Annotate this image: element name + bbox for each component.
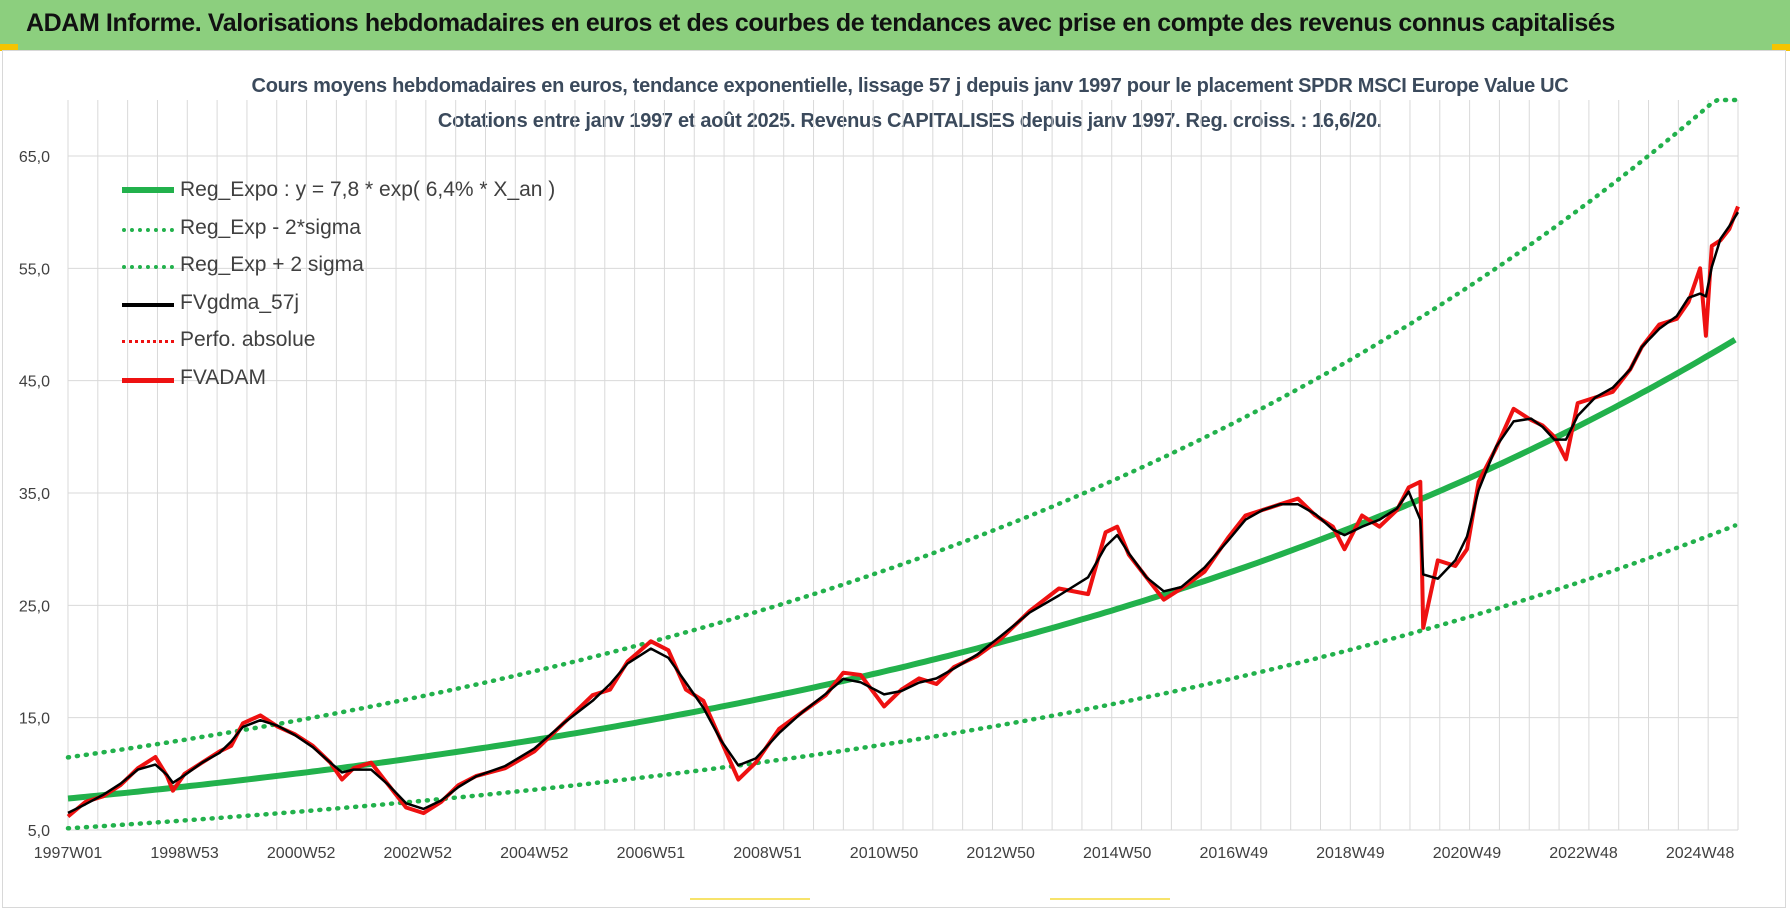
accent-line [1050, 898, 1170, 900]
x-tick-label: 2016W49 [1200, 845, 1269, 862]
report-banner: ADAM Informe. Valorisations hebdomadaire… [0, 0, 1790, 51]
x-tick-label: 2010W50 [850, 845, 919, 862]
x-tick-label: 2002W52 [383, 845, 452, 862]
y-tick-label: 5,0 [28, 823, 50, 840]
series-line-fvgdma [67, 211, 1740, 815]
x-tick-label: 2018W49 [1316, 845, 1385, 862]
legend-label: Reg_Exp - 2*sigma [180, 215, 361, 239]
y-tick-label: 45,0 [19, 374, 50, 391]
y-tick-label: 35,0 [19, 486, 50, 503]
x-tick-label: 2004W52 [500, 845, 569, 862]
legend-label: Reg_Expo : y = 7,8 * exp( 6,4% * X_an ) [180, 178, 556, 201]
x-tick-label: 2008W51 [733, 845, 802, 862]
corner-marker [1772, 44, 1790, 51]
y-tick-label: 25,0 [19, 598, 50, 615]
y-tick-label: 15,0 [19, 711, 50, 728]
x-tick-label: 1997W01 [34, 845, 103, 862]
x-tick-label: 2020W49 [1433, 845, 1502, 862]
series-line-reg-exp-minus [65, 523, 1738, 831]
x-tick-label: 2022W48 [1549, 845, 1618, 862]
x-tick-label: 2014W50 [1083, 845, 1152, 862]
chart-title: Cours moyens hebdomadaires en euros, ten… [251, 75, 1569, 97]
chart-frame [2, 50, 1786, 908]
x-tick-label: 1998W53 [150, 845, 219, 862]
y-tick-label: 65,0 [19, 149, 50, 166]
x-tick-label: 2000W52 [267, 845, 336, 862]
legend-swatch [122, 265, 174, 269]
series-line-reg-exp-plus [65, 97, 1738, 760]
legend-label: Reg_Exp + 2 sigma [180, 253, 364, 276]
x-tick-label: 2012W50 [966, 845, 1035, 862]
report-title: ADAM Informe. Valorisations hebdomadaire… [26, 9, 1615, 37]
legend-label: Perfo. absolue [180, 328, 316, 351]
accent-line [690, 898, 810, 900]
x-tick-label: 2006W51 [617, 845, 686, 862]
series-line-reg-expo [67, 337, 1737, 802]
legend-label: FVgdma_57j [180, 290, 300, 314]
y-tick-label: 55,0 [19, 261, 50, 278]
legend-swatch [122, 377, 174, 383]
legend-swatch [122, 302, 174, 307]
legend-swatch [122, 340, 174, 343]
legend-label: FVADAM [180, 365, 266, 389]
x-tick-label: 2024W48 [1666, 845, 1735, 862]
chart-subtitle: Cotations entre janv 1997 et août 2025. … [437, 110, 1383, 132]
legend-swatch [122, 187, 174, 193]
legend-swatch [122, 227, 174, 232]
corner-marker [0, 44, 18, 51]
